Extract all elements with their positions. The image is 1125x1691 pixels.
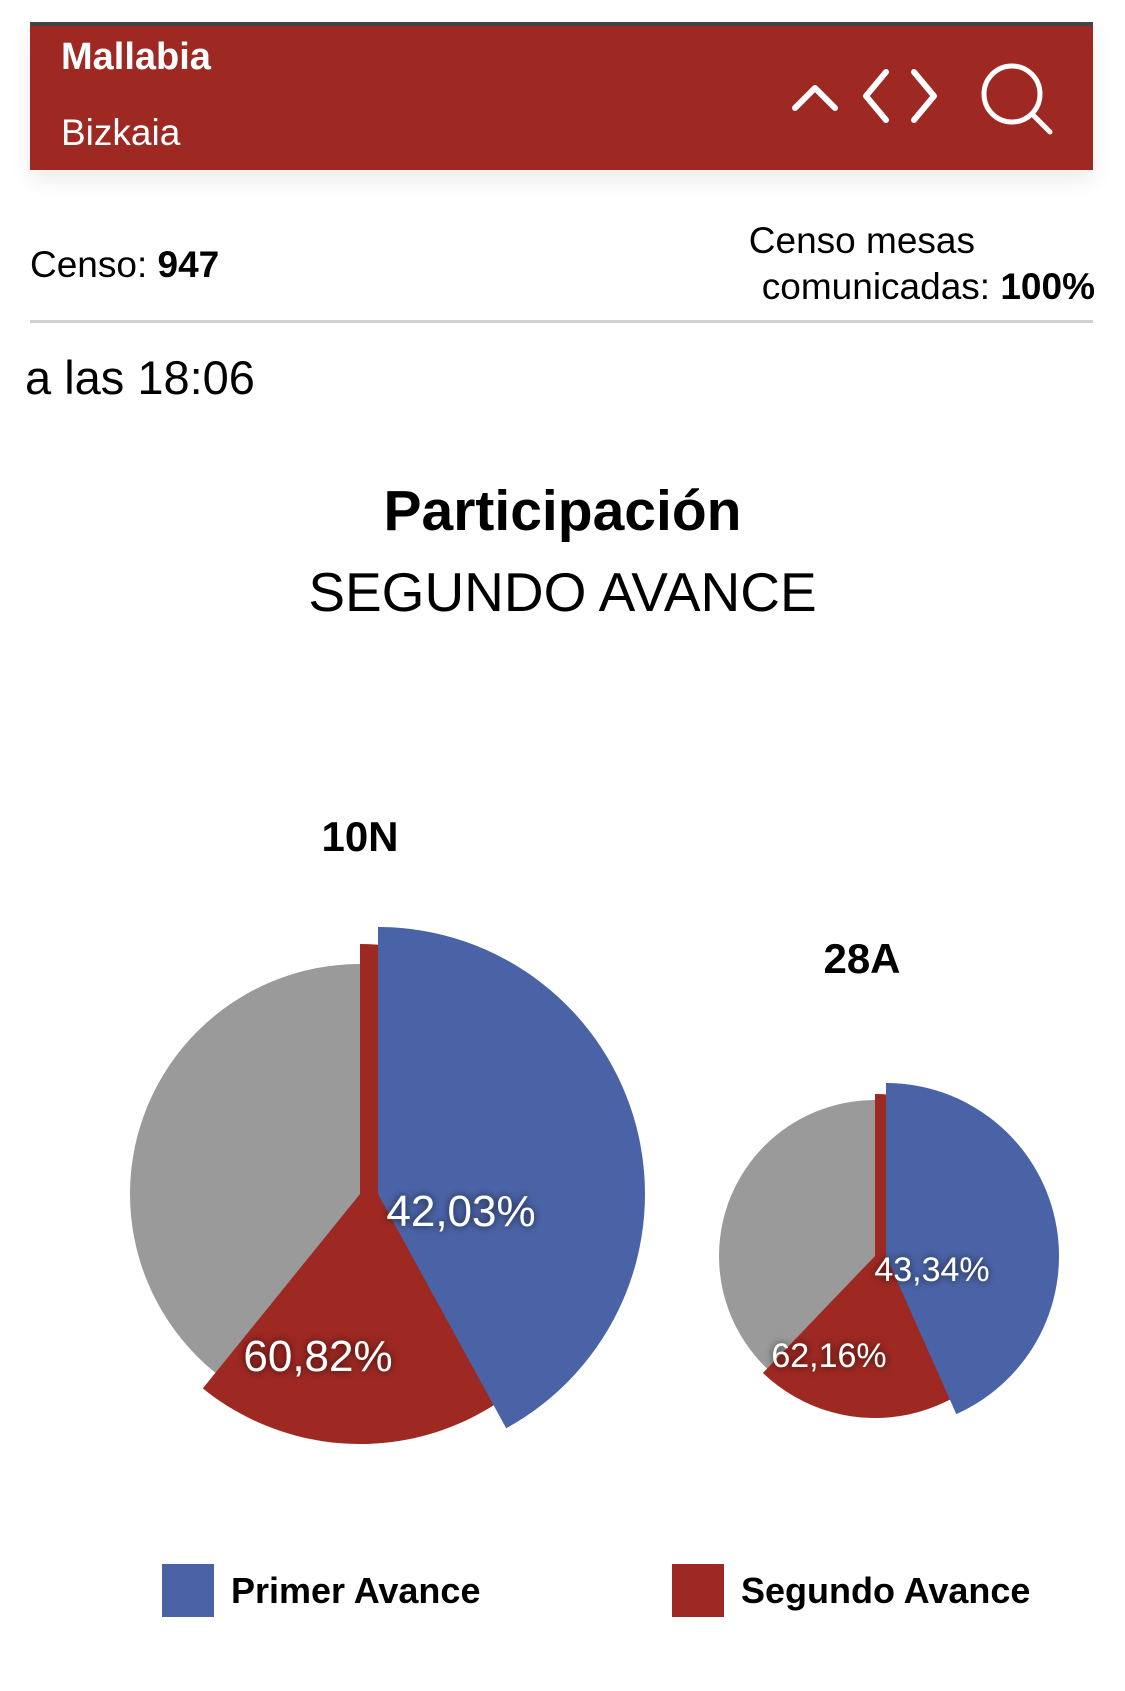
mesas-label: Censo mesas [748,220,975,261]
pie-slice-primer-28a [886,1083,1060,1415]
censo-label: Censo: [30,244,158,285]
censo-mesas-stat: Censo mesas comunicadas: 100% [749,218,1095,310]
pie-label-primer-28a: 43,34% [874,1251,989,1289]
chevron-right-icon[interactable] [906,66,942,126]
province-subtitle: Bizkaia [61,112,181,153]
legend-label-segundo: Segundo Avance [741,1570,1031,1611]
divider [30,320,1093,323]
pie-slice-primer-10n [378,927,646,1429]
chevron-left-icon[interactable] [858,66,894,126]
mesas-label-2: comunicadas: [761,266,1001,307]
legend-label-primer: Primer Avance [231,1570,481,1611]
pie-title-10n: 10N [321,813,399,860]
update-time: a las 18:06 [25,351,255,404]
mesas-value: 100% [1000,266,1095,307]
chevron-up-icon[interactable] [790,78,840,114]
censo-stat: Censo: 947 [30,244,219,286]
municipality-title: Mallabia [61,36,211,78]
legend-swatch-segundo [672,1564,724,1617]
pie-label-primer-10n: 42,03% [386,1187,535,1236]
legend-swatch-primer [162,1564,214,1617]
header-bar: Mallabia Bizkaia [30,22,1093,170]
pie-label-segundo-28a: 62,16% [771,1337,886,1375]
chart-title: Participación [383,479,742,543]
search-icon[interactable] [980,62,1056,138]
censo-value: 947 [157,244,220,285]
pie-label-segundo-10n: 60,82% [243,1332,392,1381]
pie-title-28a: 28A [823,935,901,982]
chart-subtitle: SEGUNDO AVANCE [308,561,817,623]
